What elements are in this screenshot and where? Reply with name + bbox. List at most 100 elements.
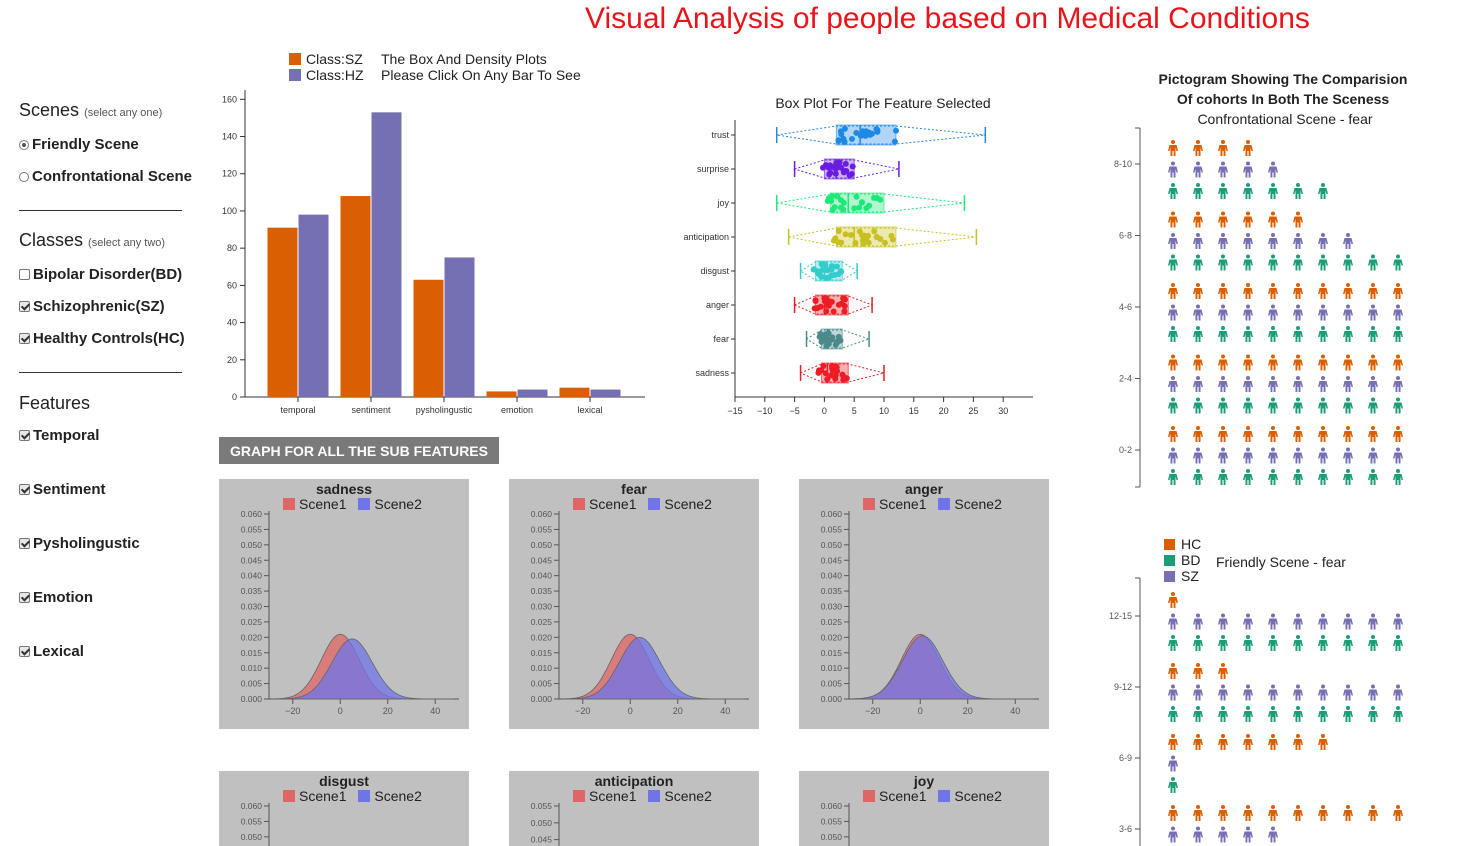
person-icon — [1343, 426, 1353, 442]
body — [1293, 188, 1303, 199]
person-icon — [1193, 426, 1203, 442]
person-icon — [1293, 283, 1303, 299]
person-icon — [1218, 734, 1228, 750]
data-point — [840, 169, 847, 176]
body — [1168, 782, 1178, 793]
pysholingustic-checkbox[interactable]: Pysholingustic — [19, 535, 140, 552]
head — [1171, 354, 1175, 359]
body — [1243, 259, 1253, 271]
checkbox-checked-icon[interactable] — [19, 592, 30, 603]
bar-sz-lexical[interactable] — [559, 387, 590, 397]
head — [1196, 183, 1200, 187]
head — [1296, 734, 1300, 738]
density-title: disgust — [319, 773, 369, 789]
bar-hz-lexical[interactable] — [590, 389, 621, 397]
data-point — [832, 375, 839, 382]
head — [1246, 613, 1250, 618]
body — [1293, 359, 1303, 371]
bar-sz-sentiment[interactable] — [340, 196, 371, 397]
checkbox-checked-icon[interactable] — [19, 333, 30, 344]
bar-hz-sentiment[interactable] — [371, 112, 402, 397]
head — [1221, 426, 1225, 430]
checkbox-checked-icon[interactable] — [19, 538, 30, 549]
data-point — [848, 135, 855, 142]
bar-hz-emotion[interactable] — [517, 389, 548, 397]
y-tick-label: 0.050 — [241, 540, 263, 550]
confrontational-scene-radio[interactable]: Confrontational Scene — [19, 168, 192, 185]
head — [1171, 283, 1175, 287]
person-icon — [1193, 304, 1203, 321]
head — [1271, 684, 1275, 689]
body — [1193, 668, 1203, 679]
data-point — [836, 159, 843, 166]
y-tick-label: anger — [706, 300, 729, 310]
temporal-checkbox[interactable]: Temporal — [19, 427, 99, 444]
y-tick-label: 0.015 — [821, 648, 843, 658]
sentiment-checkbox[interactable]: Sentiment — [19, 481, 106, 498]
body — [1293, 216, 1303, 228]
person-icon — [1168, 254, 1178, 271]
person-icon — [1343, 635, 1353, 651]
person-icon — [1368, 326, 1378, 342]
legend-swatch — [938, 498, 951, 510]
person-icon — [1218, 469, 1228, 485]
bd-checkbox[interactable]: Bipolar Disorder(BD) — [19, 266, 182, 283]
checkbox-checked-icon[interactable] — [19, 430, 30, 441]
body — [1168, 309, 1178, 321]
head — [1296, 706, 1300, 710]
person-icon — [1218, 304, 1228, 321]
y-tick-label: 0.025 — [821, 617, 843, 627]
bar-sz-emotion[interactable] — [486, 391, 517, 397]
body — [1318, 431, 1328, 442]
head — [1271, 233, 1275, 237]
body — [1168, 381, 1178, 392]
head — [1296, 469, 1300, 473]
body — [1168, 238, 1178, 249]
data-point — [874, 128, 881, 135]
checkbox-checked-icon[interactable] — [19, 301, 30, 312]
legend-instruction: Please Click On Any Bar To See — [381, 67, 581, 83]
body — [1393, 359, 1403, 371]
head — [1221, 447, 1225, 452]
person-icon — [1218, 326, 1228, 342]
person-icon — [1318, 469, 1328, 485]
body — [1343, 474, 1353, 485]
lexical-checkbox[interactable]: Lexical — [19, 643, 84, 660]
body — [1243, 831, 1253, 843]
y-tick-label: 0.040 — [821, 571, 843, 581]
body — [1268, 381, 1278, 392]
body — [1343, 689, 1353, 701]
checkbox-checked-icon[interactable] — [19, 484, 30, 495]
head — [1296, 304, 1300, 309]
box-plot: Box Plot For The Feature Selected −15 −10 −… — [683, 95, 1033, 416]
radio-empty-icon[interactable] — [19, 171, 29, 182]
friendly-scene-radio[interactable]: Friendly Scene — [19, 136, 139, 153]
bar-sz-pysholingustic[interactable] — [413, 279, 444, 397]
checkbox-checked-icon[interactable] — [19, 646, 30, 657]
y-tick-label: 0.040 — [531, 571, 553, 581]
bar-sz-temporal[interactable] — [267, 227, 298, 397]
head — [1271, 635, 1275, 639]
density-legend: Scene1 Scene2 — [573, 788, 712, 804]
person-icon — [1393, 326, 1403, 342]
head — [1221, 826, 1225, 831]
person-icon — [1218, 283, 1228, 299]
sz-checkbox[interactable]: Schizophrenic(SZ) — [19, 298, 165, 315]
hc-checkbox[interactable]: Healthy Controls(HC) — [19, 330, 185, 347]
body — [1318, 689, 1328, 701]
bar-hz-pysholingustic[interactable] — [444, 257, 475, 397]
body — [1243, 689, 1253, 701]
body — [1168, 689, 1178, 701]
body — [1243, 331, 1253, 342]
body — [1243, 711, 1253, 722]
density-scene2 — [563, 636, 745, 700]
emotion-checkbox[interactable]: Emotion — [19, 589, 93, 606]
head — [1221, 376, 1225, 380]
subfeatures-button[interactable]: GRAPH FOR ALL THE SUB FEATURES — [219, 437, 499, 464]
checkbox-empty-icon[interactable] — [19, 269, 30, 280]
radio-selected-icon[interactable] — [19, 139, 29, 150]
person-icon — [1218, 826, 1228, 843]
body — [1343, 331, 1353, 342]
head — [1371, 469, 1375, 473]
bar-hz-temporal[interactable] — [298, 214, 329, 397]
